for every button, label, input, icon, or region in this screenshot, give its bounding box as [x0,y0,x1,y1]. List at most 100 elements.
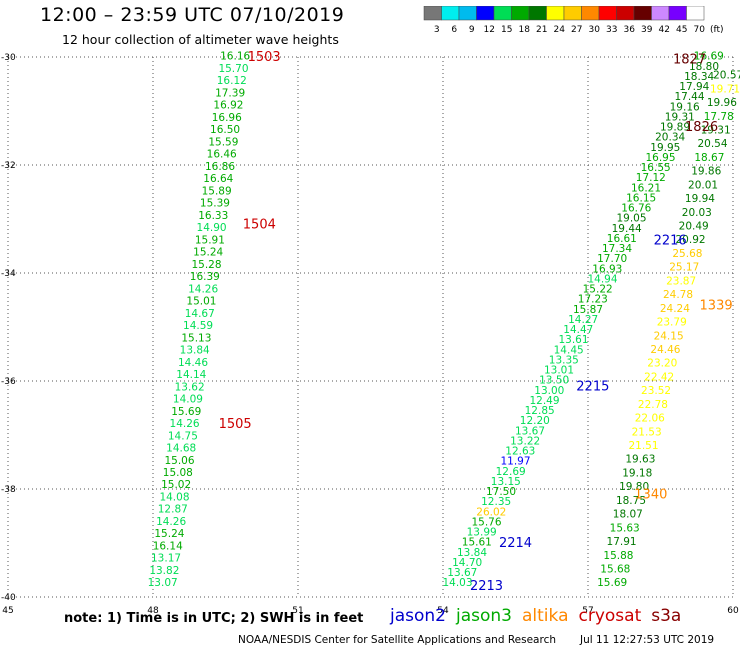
pass-number-label: 1504 [243,217,276,232]
wave-height-point: 19.16 [670,101,700,113]
pass-number-label: 2215 [576,379,609,394]
wave-height-point: 14.68 [166,443,196,455]
wave-height-point: 14.67 [185,308,215,320]
wave-height-point: 15.89 [202,185,232,197]
wave-height-point: 17.70 [597,253,627,265]
wave-height-point: 22.06 [635,413,665,425]
x-tick-label: 54 [437,606,449,616]
wave-height-point: 13.99 [467,527,497,539]
wave-height-point: 14.09 [173,394,203,406]
y-tick-label: -40 [1,593,16,603]
pass-number-label: 1503 [248,50,281,65]
y-tick-label: -34 [1,269,16,279]
wave-height-point: 18.75 [616,495,646,507]
pass-number-label: 2213 [470,579,503,594]
wave-height-point: 16.64 [203,173,233,185]
wave-height-point: 13.22 [510,435,540,447]
wave-height-point: 16.12 [217,75,247,87]
y-tick-label: -32 [1,161,16,171]
x-tick-label: 51 [292,606,303,616]
wave-height-point: 19.95 [650,142,680,154]
colorbar-label: 36 [624,25,636,35]
wave-height-point: 16.50 [210,124,240,136]
wave-height-point: 24.78 [663,289,693,301]
wave-height-point: 19.44 [612,223,642,235]
wave-height-point: 15.59 [208,136,238,148]
wave-height-point: 15.70 [218,63,248,75]
wave-height-point: 19.80 [619,481,649,493]
colorbar-label: 18 [519,25,531,35]
wave-height-point: 23.20 [647,358,677,370]
wave-height-point: 16.69 [694,51,724,63]
wave-height-point: 15.22 [583,284,613,296]
legend-entry: jason3 [456,606,512,626]
wave-height-point: 15.39 [200,198,230,210]
wave-height-point: 20.92 [676,234,706,246]
pass-number-label: 2214 [499,536,532,551]
wave-height-point: 24.46 [650,344,680,356]
legend-entry: jason2 [390,606,446,626]
wave-height-point: 12.87 [158,504,188,516]
chart-title: 12:00 – 23:59 UTC 07/10/2019 [40,4,345,26]
wave-height-point: 16.39 [190,271,220,283]
x-tick-label: 48 [147,606,159,616]
wave-height-point: 13.61 [558,334,588,346]
wave-height-point: 24.24 [660,303,690,315]
wave-height-point: 12.69 [496,466,526,478]
colorbar-label: 15 [501,25,512,35]
colorbar-unit: (ft) [710,25,724,35]
wave-height-point: 20.03 [682,207,712,219]
wave-height-point: 16.92 [213,100,243,112]
wave-height-point: 15.91 [195,234,225,246]
wave-height-point: 17.94 [679,81,709,93]
wave-height-point: 15.01 [186,296,216,308]
wave-height-point: 17.12 [636,172,666,184]
wave-height-point: 19.96 [707,97,737,109]
wave-height-point: 16.33 [198,210,228,222]
wave-height-point: 22.42 [644,371,674,383]
satellite-legend: jason2 jason3 altika cryosat s3a [390,606,691,626]
wave-height-point: 14.27 [568,314,598,326]
wave-height-point: 14.46 [178,357,208,369]
colorbar-label: 3 [434,25,440,35]
wave-height-point: 21.51 [628,440,658,452]
wave-height-point: 16.46 [207,149,237,161]
wave-height-point: 13.01 [544,365,574,377]
wave-height-point: 13.35 [549,354,579,366]
wave-height-point: 17.78 [704,111,734,123]
wave-height-point: 18.07 [613,509,643,521]
wave-height-point: 14.26 [188,283,218,295]
wave-height-point: 13.50 [539,375,569,387]
wave-height-point: 13.62 [175,381,205,393]
wave-height-point: 21.53 [632,426,662,438]
wave-height-point: 15.88 [603,550,633,562]
wave-height-point: 19.89 [660,122,690,134]
wave-height-point: 19.31 [701,124,731,136]
colorbar-label: 70 [694,25,706,35]
chart-subtitle: 12 hour collection of altimeter wave hei… [62,32,339,47]
wave-height-point: 20.01 [688,179,718,191]
colorbar-label: 30 [589,25,601,35]
x-tick-label: 45 [2,606,13,616]
wave-height-point: 15.87 [573,304,603,316]
wave-height-point: 15.61 [462,537,492,549]
wave-height-point: 20.49 [679,221,709,233]
wave-height-point: 13.07 [148,577,178,589]
wave-height-point: 19.63 [625,454,655,466]
wave-height-point: 24.15 [654,330,684,342]
legend-entry: cryosat [578,606,642,626]
wave-height-point: 16.14 [153,540,183,552]
colorbar-label: 27 [571,25,582,35]
colorbar-label: 9 [469,25,475,35]
legend-entry: altika [522,606,569,626]
wave-height-point: 16.95 [645,152,675,164]
color-scale-legend: 3 6 9 12 15 18 21 24 27 30 33 36 39 42 45 70 (ft) [423,6,724,35]
y-tick-label: -30 [1,53,16,63]
wave-height-point: 12.85 [525,405,555,417]
wave-height-point: 16.55 [641,162,671,174]
wave-height-point: 15.69 [171,406,201,418]
wave-height-point: 16.76 [621,203,651,215]
wave-height-point: 19.18 [622,467,652,479]
wave-height-point: 15.68 [600,563,630,575]
